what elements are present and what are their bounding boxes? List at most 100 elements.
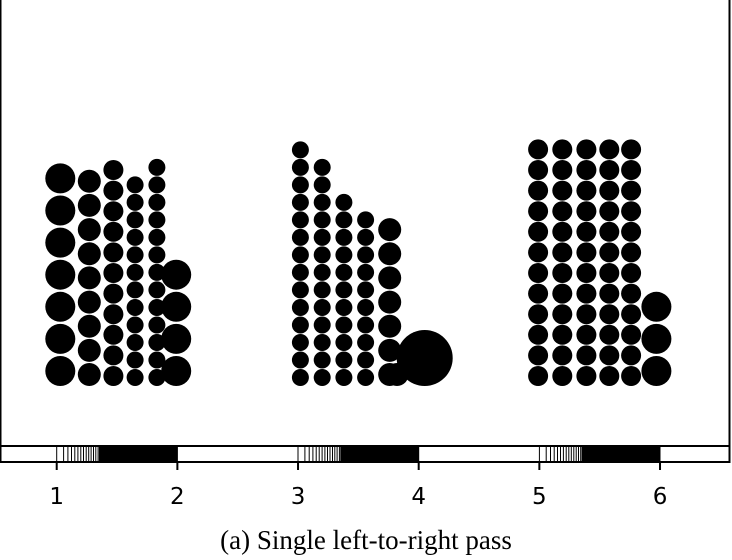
dot-g2-c3-3 [335, 334, 353, 351]
dot-g2-c5-2 [378, 338, 402, 362]
dot-g3-c2-12 [552, 139, 573, 160]
dot-g3-c5-7 [621, 242, 642, 263]
rug-dense-3 [581, 447, 660, 461]
dot-g3-c3-4 [576, 304, 597, 325]
dot-g3-c5-12 [621, 139, 642, 160]
dot-g1-c3-6 [103, 263, 124, 283]
dot-g3-c4-12 [599, 139, 620, 160]
dot-g1-c5-11 [148, 193, 166, 211]
x-tick-label-4: 4 [411, 484, 426, 510]
dot-g2-c7-1 [396, 330, 453, 386]
dot-g1-c1-5 [45, 227, 76, 258]
dot-g2-c1-10 [291, 211, 309, 229]
dot-g1-c4-6 [126, 281, 144, 299]
dot-g2-c1-9 [291, 228, 309, 246]
dot-g1-c5-10 [148, 211, 166, 229]
dot-g1-c2-4 [77, 290, 101, 314]
dot-g2-c3-6 [335, 281, 353, 299]
dot-g3-c3-11 [576, 160, 597, 180]
dot-g3-c1-9 [528, 201, 549, 222]
dot-g2-c5-7 [378, 218, 402, 242]
dot-g1-c4-12 [126, 176, 144, 194]
dot-g2-c2-10 [313, 211, 331, 229]
dot-g2-c3-10 [335, 211, 353, 229]
dot-g3-c4-10 [599, 180, 620, 201]
dot-g2-c1-5 [291, 299, 309, 316]
dot-g2-c1-8 [291, 246, 309, 264]
dot-g3-c1-11 [528, 160, 549, 180]
dot-g2-c5-6 [378, 242, 402, 266]
dot-g3-c2-11 [552, 160, 573, 180]
dot-g3-c2-9 [552, 201, 573, 222]
dot-g2-c2-9 [313, 228, 331, 246]
dot-g2-c2-6 [313, 281, 331, 299]
dot-g1-c6-3 [161, 291, 192, 322]
dot-g2-c4-7 [357, 263, 375, 281]
dot-g3-c6-2 [641, 323, 672, 354]
x-tick-label-2: 2 [170, 484, 185, 510]
dot-g2-c1-13 [291, 158, 309, 176]
dot-g1-c5-5 [148, 299, 166, 316]
dot-g1-c4-11 [126, 193, 144, 211]
dot-g3-c4-2 [599, 345, 620, 366]
dot-g3-c3-7 [576, 242, 597, 263]
dot-g3-c1-1 [528, 366, 549, 386]
dot-g1-c3-9 [103, 201, 124, 222]
dot-g3-c1-7 [528, 242, 549, 263]
dot-g1-c4-8 [126, 246, 144, 264]
dot-g2-c2-12 [313, 176, 331, 194]
dot-g1-c4-2 [126, 351, 144, 369]
x-tick-label-3: 3 [291, 484, 306, 510]
dot-g3-c5-1 [621, 366, 642, 386]
dot-g2-c2-1 [313, 369, 331, 386]
dot-g2-c2-8 [313, 246, 331, 264]
x-axis: 1 2 3 4 5 6 [49, 462, 667, 510]
dot-g1-c3-11 [103, 160, 124, 180]
dot-g2-c1-14 [291, 141, 309, 159]
dot-g2-c5-3 [378, 314, 402, 338]
dot-g3-c2-2 [552, 345, 573, 366]
dot-g1-c5-13 [148, 158, 166, 176]
dot-g3-c5-5 [621, 283, 642, 304]
dot-g2-c2-11 [313, 193, 331, 211]
dot-g2-c2-7 [313, 263, 331, 281]
dot-g3-c3-9 [576, 201, 597, 222]
dot-g3-c5-2 [621, 345, 642, 366]
rug-layer [56, 447, 661, 461]
dot-g2-c1-4 [291, 316, 309, 334]
dot-g2-c1-7 [291, 263, 309, 281]
dot-g3-c4-3 [599, 324, 620, 345]
rug-dense-1 [98, 447, 178, 461]
dot-g3-c2-8 [552, 221, 573, 242]
dot-g1-c4-1 [126, 369, 144, 386]
dot-g1-c5-1 [148, 369, 166, 386]
dot-g1-c1-1 [45, 356, 76, 386]
x-tick-label-1: 1 [49, 484, 64, 510]
dot-g2-c1-11 [291, 193, 309, 211]
dot-g1-c4-7 [126, 263, 144, 281]
dot-g1-c3-4 [103, 304, 124, 325]
dot-g2-c4-2 [357, 351, 375, 369]
dot-g3-c1-3 [528, 324, 549, 345]
dot-g3-c3-2 [576, 345, 597, 366]
dot-g3-c1-4 [528, 304, 549, 325]
dot-g2-c4-3 [357, 334, 375, 351]
dot-g3-c2-5 [552, 283, 573, 304]
dot-g1-c5-7 [148, 263, 166, 281]
dot-g2-c3-5 [335, 299, 353, 316]
dot-g1-c5-3 [148, 334, 166, 351]
dot-g3-c4-11 [599, 160, 620, 180]
dot-g2-c2-13 [313, 158, 331, 176]
dot-g3-c5-8 [621, 221, 642, 242]
dot-g3-c6-1 [641, 356, 672, 386]
dot-g1-c3-8 [103, 221, 124, 242]
dot-g2-c3-8 [335, 246, 353, 264]
chart-caption: (a) Single left-to-right pass [220, 525, 512, 555]
dot-g2-c2-2 [313, 351, 331, 369]
dot-g3-c5-6 [621, 263, 642, 283]
dot-g1-c2-3 [77, 314, 101, 338]
dot-g3-c1-12 [528, 139, 549, 160]
dot-g3-c3-1 [576, 366, 597, 386]
dot-g1-c1-4 [45, 259, 76, 290]
dot-g2-c3-1 [335, 369, 353, 386]
